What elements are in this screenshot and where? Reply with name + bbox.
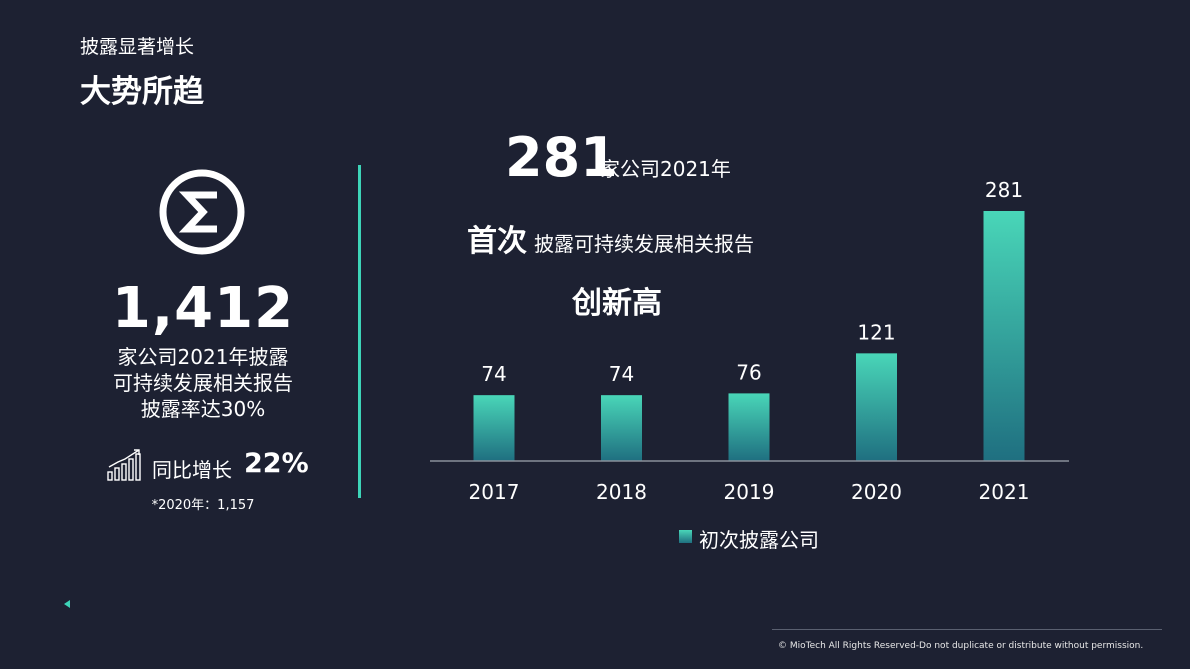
- stat-line: 家公司2021年披露: [117, 345, 289, 369]
- tick-label-2018: 2018: [596, 480, 647, 504]
- copyright: © MioTech All Rights Reserved-Do not dup…: [778, 641, 1144, 651]
- headline-first-sub: 披露可持续发展相关报告: [534, 232, 754, 256]
- page-subtitle: 披露显著增长: [80, 36, 195, 58]
- bar-2017: [473, 395, 515, 461]
- data-label-2019: 76: [736, 360, 761, 384]
- data-label-2017: 74: [481, 362, 506, 386]
- stat-description: 家公司2021年披露 可持续发展相关报告 披露率达30%: [0, 344, 406, 422]
- tick-label-2020: 2020: [851, 480, 902, 504]
- growth-value: 22%: [244, 448, 309, 479]
- bar-chart-growth-icon: [107, 449, 141, 481]
- bar-chart: 74 2017 74 2018 76 2019 121 2020 281 2021: [430, 178, 1069, 504]
- stat-line: 披露率达30%: [140, 397, 266, 421]
- growth-label: 同比增长: [152, 458, 232, 482]
- page-title: 大势所趋: [80, 74, 204, 110]
- data-label-2018: 74: [609, 362, 634, 386]
- bar-2019: [728, 393, 770, 461]
- footer-divider: [772, 629, 1162, 630]
- growth-row: 同比增长 22%: [106, 448, 326, 484]
- legend-swatch: [679, 530, 692, 543]
- footnote: *2020年：1,157: [151, 498, 255, 513]
- divider-line: [358, 165, 361, 498]
- tick-label-2019: 2019: [724, 480, 775, 504]
- tick-label-2021: 2021: [979, 480, 1030, 504]
- sigma-icon: [158, 168, 246, 256]
- bar-2021: [983, 211, 1025, 461]
- stat-number: 1,412: [111, 276, 295, 341]
- data-label-2021: 281: [985, 178, 1023, 202]
- headline-first: 首次: [467, 224, 527, 259]
- headline-record: 创新高: [572, 286, 662, 321]
- bar-2018: [601, 395, 642, 461]
- data-label-2020: 121: [857, 320, 895, 344]
- tick-label-2017: 2017: [469, 480, 520, 504]
- headline-number: 281: [505, 126, 618, 189]
- play-icon[interactable]: [64, 600, 70, 608]
- headline-number-sub: 家公司2021年: [600, 157, 731, 181]
- stat-line: 可持续发展相关报告: [113, 371, 293, 395]
- bar-2020: [856, 353, 897, 461]
- legend-label: 初次披露公司: [699, 528, 819, 552]
